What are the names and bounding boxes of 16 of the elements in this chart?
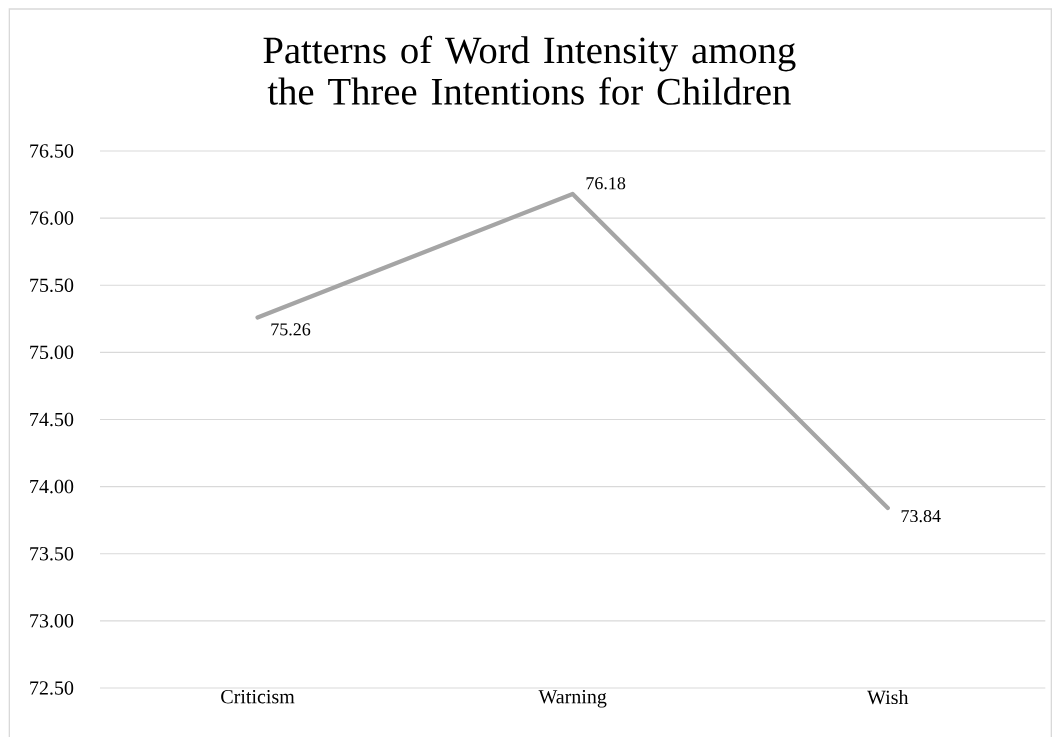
- x-tick-label: Warning: [538, 690, 607, 708]
- chart-title: Patterns of Word Intensity among the Three Intentions for Children: [263, 35, 796, 105]
- data-label: 73.84: [901, 509, 941, 523]
- x-tick-label: Wish: [867, 690, 909, 705]
- y-tick-label: 75.50: [30, 278, 74, 293]
- y-tick-label: 76.00: [30, 211, 74, 225]
- y-tick-label: 76.50: [30, 144, 74, 158]
- y-tick-label: 75.00: [30, 345, 74, 360]
- y-tick-label: 74.50: [30, 412, 74, 427]
- y-tick-label: 73.50: [30, 546, 74, 561]
- y-tick-label: 72.50: [30, 681, 74, 695]
- y-tick-label: 73.00: [30, 614, 74, 628]
- data-label: 75.26: [271, 323, 311, 336]
- x-tick-label: Criticism: [221, 690, 295, 704]
- y-tick-label: 74.00: [30, 479, 74, 494]
- data-label: 76.18: [586, 177, 626, 190]
